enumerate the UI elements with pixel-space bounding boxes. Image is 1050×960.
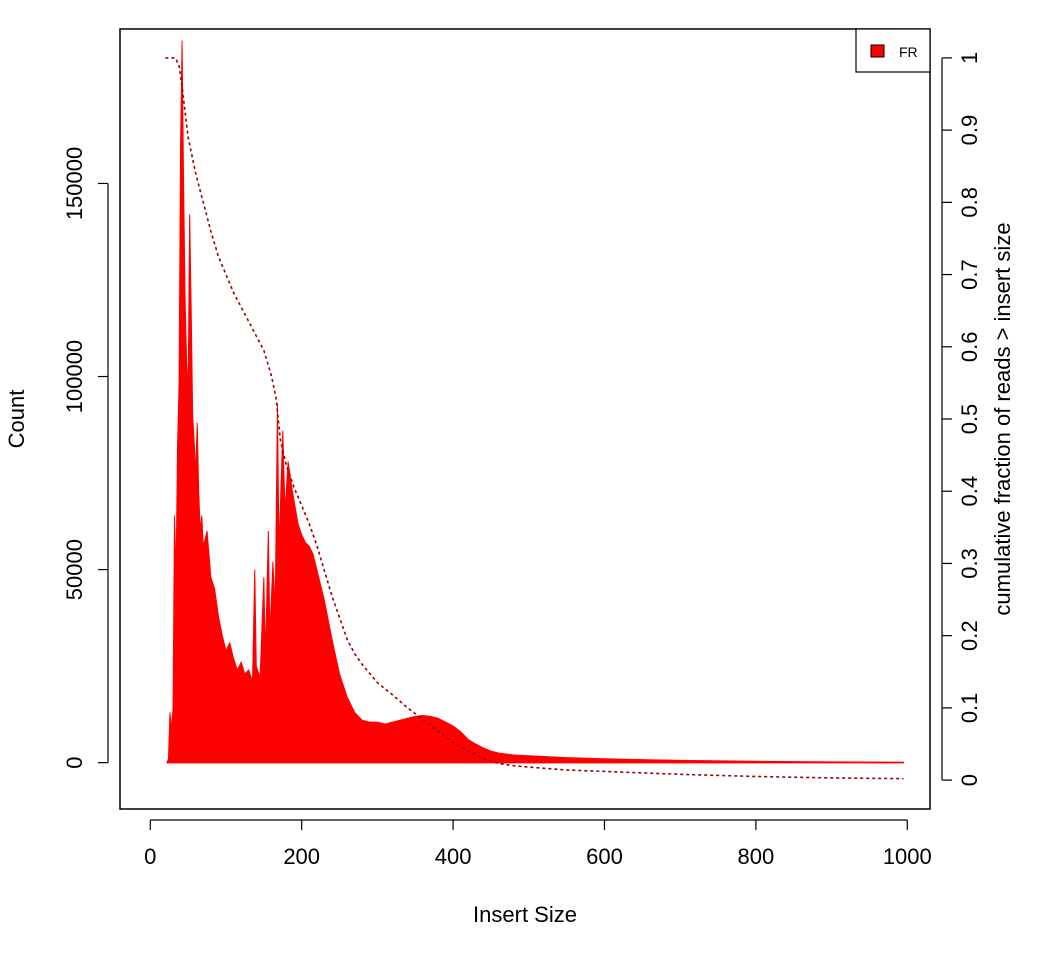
y-tick-label: 0 xyxy=(62,757,87,769)
y2-tick-label: 0.7 xyxy=(957,259,982,290)
y2-tick-label: 0.9 xyxy=(957,115,982,146)
y2-tick-label: 0.6 xyxy=(957,331,982,362)
histogram-series xyxy=(166,40,905,764)
x-tick-label: 800 xyxy=(738,844,775,869)
x-axis: 0 200 400 600 800 1000 xyxy=(144,819,932,869)
y-tick-label: 100000 xyxy=(62,340,87,413)
y2-tick-label: 0.8 xyxy=(957,187,982,218)
legend-label: FR xyxy=(899,44,918,60)
y2-axis-title: cumulative fraction of reads > insert si… xyxy=(990,222,1015,615)
y2-tick-label: 0.4 xyxy=(957,476,982,507)
legend-box xyxy=(855,28,931,73)
legend-swatch xyxy=(870,44,885,58)
x-tick-label: 600 xyxy=(586,844,623,869)
cumulative-series xyxy=(165,57,904,780)
histogram-area xyxy=(166,40,905,764)
x-tick-label: 400 xyxy=(435,844,472,869)
y2-tick-label: 0.5 xyxy=(957,404,982,435)
y-axis-right: 0 0.1 0.2 0.3 0.4 0.5 0.6 0.7 0.8 0.9 1 xyxy=(941,52,982,786)
y2-tick-label: 0.2 xyxy=(957,620,982,651)
x-tick-label: 0 xyxy=(144,844,156,869)
plot-frame xyxy=(119,28,931,810)
y2-tick-label: 0.3 xyxy=(957,548,982,579)
x-tick-label: 1000 xyxy=(883,844,932,869)
cumulative-line xyxy=(165,57,904,780)
y-tick-label: 50000 xyxy=(62,539,87,600)
x-axis-title: Insert Size xyxy=(473,902,577,927)
y-axis-left: 0 50000 100000 150000 xyxy=(62,147,109,769)
y-axis-title: Count xyxy=(4,390,29,449)
y2-tick-label: 0 xyxy=(957,774,982,786)
legend: FR xyxy=(855,28,931,73)
x-tick-label: 200 xyxy=(283,844,320,869)
y2-tick-label: 0.1 xyxy=(957,693,982,724)
y-tick-label: 150000 xyxy=(62,147,87,220)
y2-tick-label: 1 xyxy=(957,52,982,64)
